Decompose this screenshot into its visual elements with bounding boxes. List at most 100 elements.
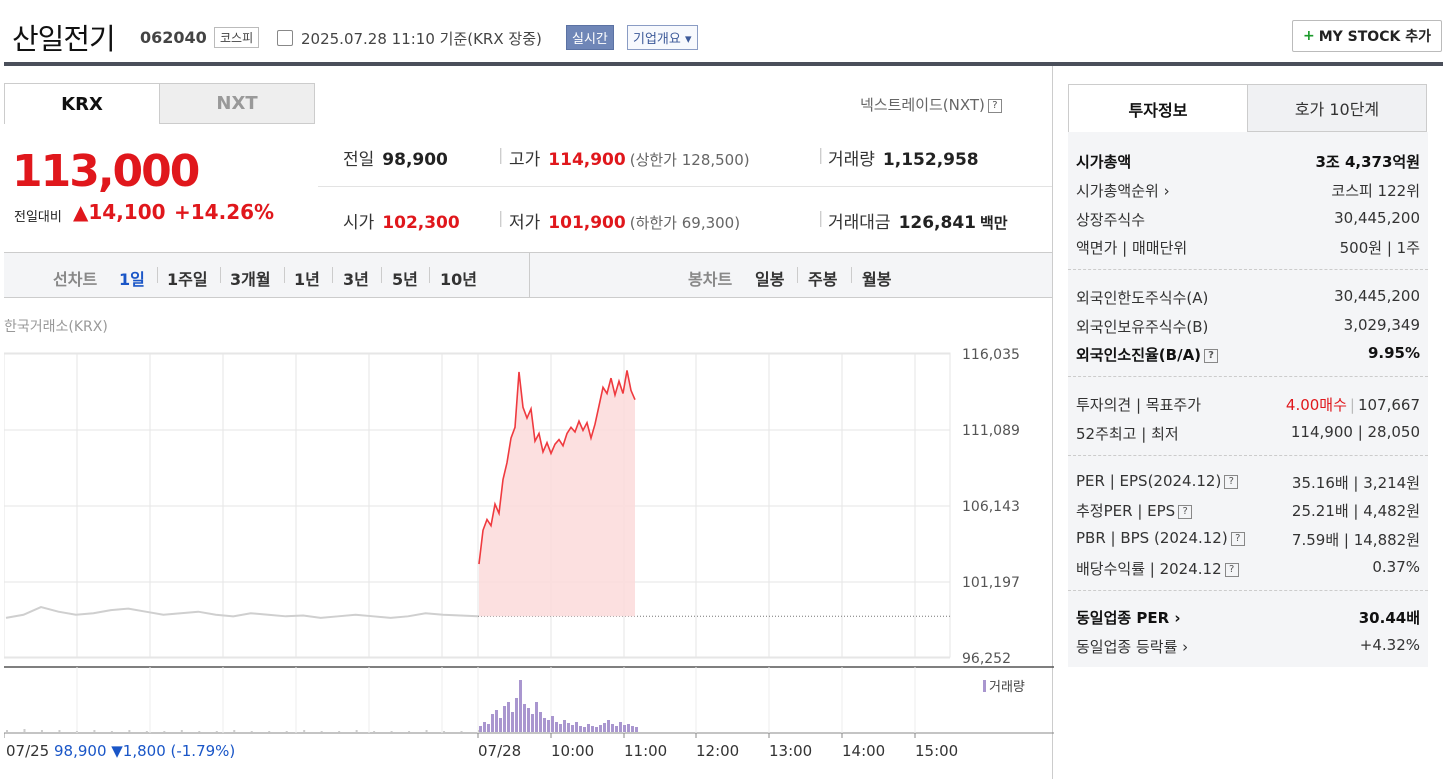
volume-bar [571, 725, 574, 732]
tab-nxt[interactable]: NXT [159, 83, 315, 124]
period-1w[interactable]: 1주일 [167, 270, 208, 289]
volume-bar [250, 731, 253, 732]
x-tick-label: 14:00 [842, 742, 885, 760]
info-value: 30,445,200 [1334, 209, 1420, 227]
volume-bar [163, 731, 166, 732]
info-key: 외국인보유주식수(B) [1076, 318, 1209, 336]
tab-krx[interactable]: KRX [4, 83, 160, 124]
help-icon[interactable]: ? [1178, 504, 1193, 519]
info-row-sector-change[interactable]: 동일업종 등락률 › +4.32% [1076, 636, 1420, 657]
stat-volume: 거래량 1,152,958 [828, 145, 979, 170]
info-row-cap-rank[interactable]: 시가총액순위 › 코스피 122위 [1076, 180, 1420, 201]
header-divider [4, 62, 1443, 66]
period-3y[interactable]: 3년 [343, 270, 369, 289]
volume-label: 거래량 [828, 150, 875, 170]
help-icon[interactable]: ? [1230, 531, 1245, 546]
info-key: 동일업종 PER › [1076, 609, 1181, 627]
help-icon[interactable]: ? [1224, 474, 1239, 489]
lower-limit: (하한가 69,300) [629, 214, 741, 232]
prev-close-value: 98,900 [382, 150, 448, 170]
volume-bar [443, 731, 446, 732]
add-my-stock-label: MY STOCK 추가 [1318, 29, 1431, 45]
info-value: 3,029,349 [1343, 316, 1420, 334]
volume-bar [595, 727, 598, 732]
volume-bar [338, 731, 341, 732]
open-label: 시가 [343, 213, 375, 233]
open-value: 102,300 [382, 213, 460, 233]
low-value: 101,900 [548, 213, 626, 233]
volume-bar [373, 731, 376, 732]
info-value: 35.16배 | 3,214원 [1291, 474, 1420, 492]
info-key: 상장주식수 [1076, 211, 1146, 229]
panel-divider [1052, 66, 1053, 779]
info-row-per: PER | EPS(2024.12)? 35.16배 | 3,214원 [1076, 472, 1420, 493]
realtime-button[interactable]: 실시간 [566, 25, 614, 50]
volume-bar [619, 722, 622, 732]
info-separator [1068, 590, 1428, 591]
info-separator [1068, 455, 1428, 456]
help-icon[interactable]: ? [1224, 562, 1239, 577]
volume-bar [215, 731, 218, 732]
today-area [479, 370, 635, 617]
volume-bar [591, 726, 594, 732]
current-price: 113,000 [12, 146, 200, 197]
period-1y[interactable]: 1년 [294, 270, 320, 289]
volume-bar [583, 727, 586, 732]
tab-order-book[interactable]: 호가 10단계 [1247, 84, 1427, 132]
volume-bar [110, 731, 113, 732]
nxt-link[interactable]: 넥스트레이드(NXT)? [860, 94, 1002, 115]
info-key: PBR | BPS (2024.12)? [1076, 529, 1245, 550]
info-key-text: PER | EPS(2024.12) [1076, 472, 1222, 490]
separator [429, 267, 430, 283]
info-value: 30.44배 [1358, 609, 1420, 627]
opinion-value: 4.00매수 [1285, 396, 1347, 414]
volume-bar [23, 729, 26, 732]
info-row-shares: 상장주식수 30,445,200 [1076, 209, 1420, 230]
volume-bar [40, 730, 43, 732]
volume-bar [180, 730, 183, 732]
price-chart[interactable]: 116,035 111,089 106,143 101,197 96,252 거래량 07/… [4, 345, 1054, 779]
stats-divider [318, 186, 1052, 187]
volume-bar [511, 712, 514, 732]
info-key: 52주최고 | 최저 [1076, 425, 1179, 443]
info-value: 3조 4,373억원 [1315, 153, 1420, 171]
period-3m[interactable]: 3개월 [230, 270, 271, 289]
period-10y[interactable]: 10년 [440, 270, 477, 289]
separator [157, 267, 158, 283]
line-chart-label: 선차트 [53, 270, 98, 289]
help-icon[interactable]: ? [987, 98, 1002, 113]
volume-bar [507, 702, 510, 732]
candle-daily[interactable]: 일봉 [755, 270, 785, 289]
separator: | [818, 208, 824, 227]
candle-weekly[interactable]: 주봉 [808, 270, 838, 289]
volume-legend-swatch [983, 680, 986, 692]
y-tick-label: 96,252 [962, 651, 1011, 667]
invest-info-panel [1068, 132, 1428, 667]
high-value: 114,900 [548, 150, 626, 170]
period-5y[interactable]: 5년 [392, 270, 418, 289]
info-value: 9.95% [1367, 344, 1420, 362]
amount-unit: 백만 [980, 214, 1008, 232]
volume-bar [539, 712, 542, 732]
y-tick-label: 116,035 [962, 347, 1020, 363]
add-my-stock-button[interactable]: + MY STOCK 추가 [1292, 20, 1442, 52]
tab-invest-info[interactable]: 투자정보 [1068, 84, 1248, 132]
company-overview-dropdown[interactable]: 기업개요 ▾ [627, 25, 698, 50]
info-key: 시가총액순위 › [1076, 182, 1170, 200]
volume-bar [519, 680, 522, 732]
x-tick-label: 12:00 [696, 742, 739, 760]
info-key-text: 외국인소진율(B/A) [1076, 346, 1202, 364]
period-1d[interactable]: 1일 [119, 270, 145, 289]
x-tick-label: 15:00 [915, 742, 958, 760]
info-value: 0.37% [1372, 558, 1420, 576]
info-separator [1068, 269, 1428, 270]
change-label: 전일대비 [14, 210, 62, 225]
help-icon[interactable]: ? [1204, 348, 1219, 363]
candle-monthly[interactable]: 월봉 [862, 270, 892, 289]
volume-bar [547, 720, 550, 732]
separator [332, 267, 333, 283]
info-row-52w: 52주최고 | 최저 114,900 | 28,050 [1076, 423, 1420, 444]
data-source: 한국거래소(KRX) [4, 319, 108, 335]
info-row-pbr: PBR | BPS (2024.12)? 7.59배 | 14,882원 [1076, 529, 1420, 550]
info-row-sector-per[interactable]: 동일업종 PER › 30.44배 [1076, 607, 1420, 628]
